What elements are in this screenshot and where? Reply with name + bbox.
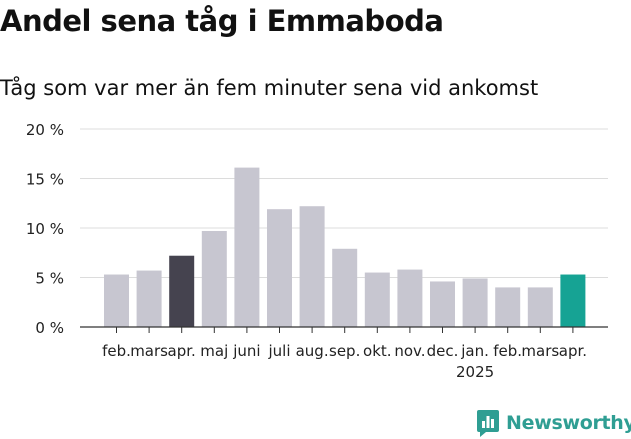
bar: [201, 230, 227, 327]
x-tick-label: apr.: [559, 342, 587, 360]
x-tick-label: aug.: [296, 342, 329, 360]
x-tick-label: juli: [267, 342, 290, 360]
x-tick-label: jan.: [460, 342, 489, 360]
logo-text: Newsworthy: [506, 412, 631, 434]
x-tick-label: apr.: [168, 342, 196, 360]
chart-subtitle: Tåg som var mer än fem minuter sena vid …: [0, 76, 539, 100]
y-tick-label: 0 %: [35, 319, 64, 337]
bar: [104, 274, 129, 327]
bar: [234, 167, 260, 327]
x-tick-label: okt.: [363, 342, 392, 360]
y-tick-label: 15 %: [26, 171, 64, 189]
y-tick-label: 20 %: [26, 121, 64, 139]
newsworthy-logo: Newsworthy: [476, 407, 631, 439]
bars: [104, 167, 586, 327]
y-tick-label: 10 %: [26, 220, 64, 238]
y-tick-label: 5 %: [35, 270, 64, 288]
bar: [136, 270, 162, 327]
x-tick-label: mars: [130, 342, 168, 360]
x-tick-label: sep.: [329, 342, 360, 360]
bar: [299, 206, 325, 327]
bar: [397, 269, 423, 327]
chart-title: Andel sena tåg i Emmaboda: [0, 4, 444, 38]
bar: [495, 287, 521, 327]
x-tick-label: feb.: [102, 342, 131, 360]
bar: [169, 255, 195, 327]
x-tick-label: dec.: [427, 342, 459, 360]
x-axis: [80, 326, 608, 333]
bar: [430, 281, 455, 327]
bar: [332, 248, 358, 327]
x-tick-label: feb.: [493, 342, 522, 360]
bar: [527, 287, 553, 327]
bar: [364, 272, 390, 327]
bar-chart-logo-icon: [477, 410, 499, 437]
x-tick-label: mars: [521, 342, 559, 360]
bar: [267, 209, 292, 327]
bar: [560, 274, 586, 327]
bar: [462, 278, 488, 327]
x-tick-label: juni: [232, 342, 260, 360]
x-tick-label: nov.: [394, 342, 425, 360]
x-tick-label: maj: [200, 342, 228, 360]
tick-labels: 0 %5 %10 %15 %20 %feb. mars apr. maj juni jul…: [26, 121, 587, 381]
year-label: 2025: [456, 363, 494, 381]
